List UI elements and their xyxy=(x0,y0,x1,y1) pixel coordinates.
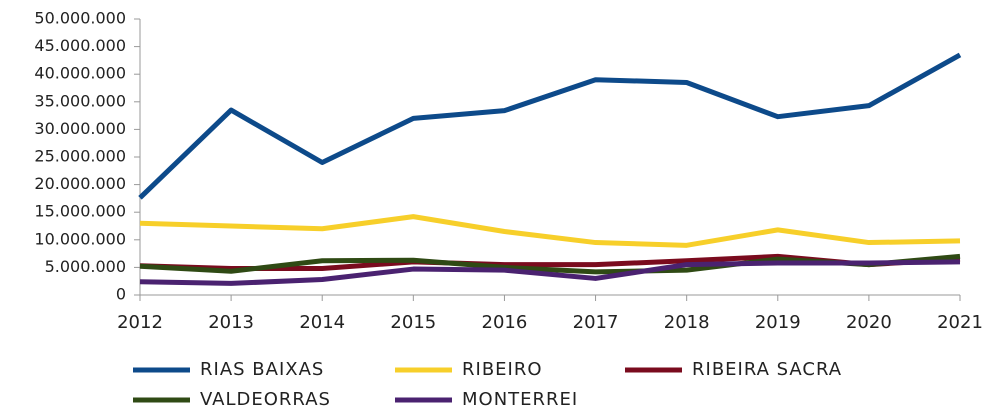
y-tick-label: 35.000.000 xyxy=(34,91,126,110)
legend-label: VALDEORRAS xyxy=(200,389,331,410)
y-tick-label: 15.000.000 xyxy=(34,202,126,221)
y-tick-label: 40.000.000 xyxy=(34,64,126,83)
series-line xyxy=(139,214,961,248)
x-tick-label: 2015 xyxy=(390,312,436,333)
legend-label: MONTERREI xyxy=(462,389,578,410)
y-tick-label: 20.000.000 xyxy=(34,174,126,193)
x-tick-label: 2020 xyxy=(846,312,892,333)
x-tick-label: 2016 xyxy=(482,312,528,333)
y-tick-label: 10.000.000 xyxy=(34,229,126,248)
series-line xyxy=(139,259,961,286)
x-tick-label: 2019 xyxy=(755,312,801,333)
x-tick-label: 2017 xyxy=(573,312,619,333)
y-tick-label: 5.000.000 xyxy=(45,257,126,276)
y-tick-label: 30.000.000 xyxy=(34,119,126,138)
y-tick-label: 0 xyxy=(116,285,126,304)
series-line xyxy=(138,52,962,200)
x-tick-label: 2012 xyxy=(117,312,163,333)
y-tick-label: 25.000.000 xyxy=(34,147,126,166)
legend-label: RIAS BAIXAS xyxy=(200,359,324,380)
x-tick-label: 2014 xyxy=(299,312,345,333)
x-tick-label: 2018 xyxy=(664,312,710,333)
x-tick-label: 2013 xyxy=(208,312,254,333)
y-tick-label: 45.000.000 xyxy=(34,36,126,55)
legend-label: RIBEIRA SACRA xyxy=(692,359,842,380)
legend-label: RIBEIRO xyxy=(462,359,543,380)
x-tick-label: 2021 xyxy=(937,312,983,333)
y-tick-label: 50.000.000 xyxy=(34,9,126,28)
